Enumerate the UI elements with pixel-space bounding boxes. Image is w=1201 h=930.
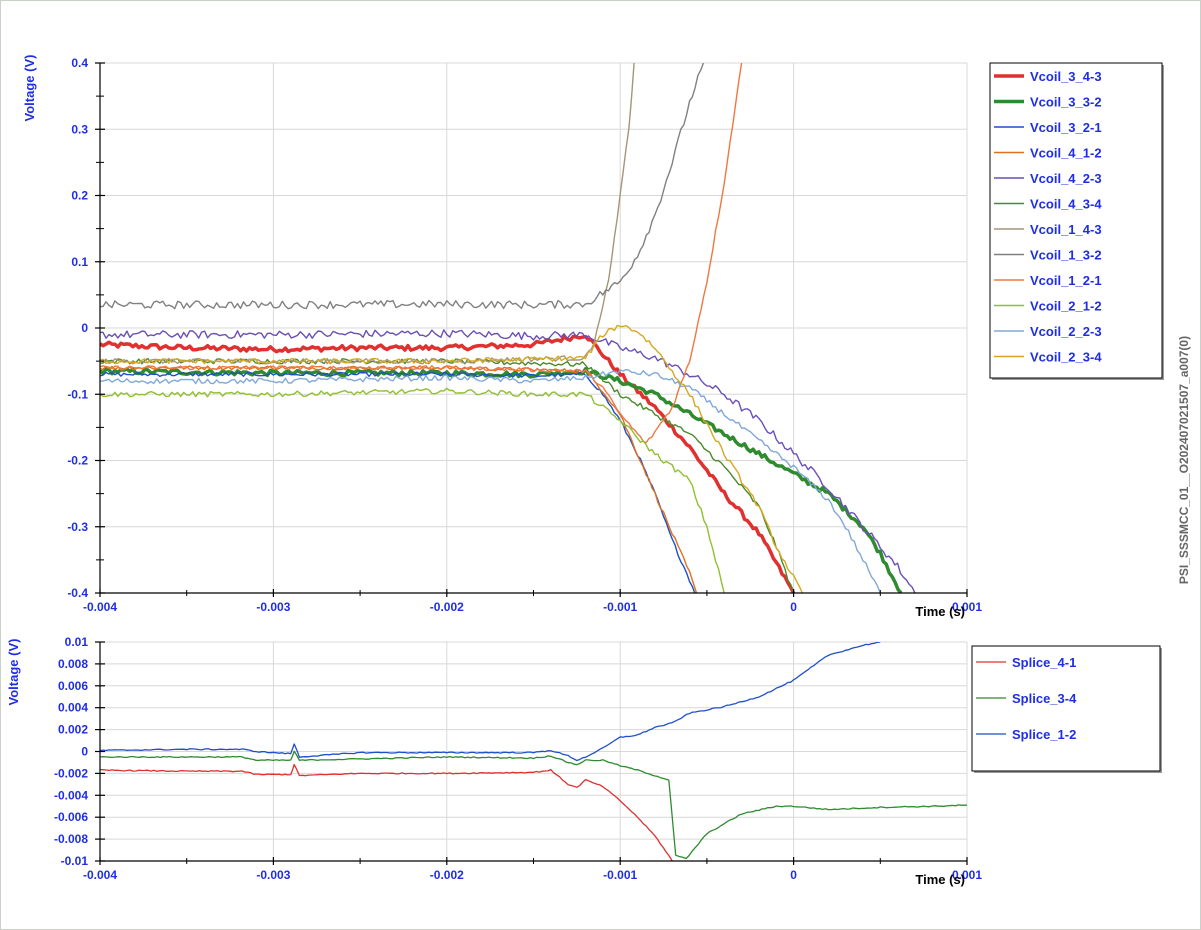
chart-1: 0.4 0.3 0.2 0.1 0 -0.1 -0.2 -0.3 -0.4-0.004 -0.00… <box>22 55 1164 619</box>
series-line-Vcoil_1_3-2 <box>100 63 705 310</box>
series-line-Splice_4-1 <box>100 763 673 861</box>
x-tick-label: -0.003 <box>256 600 290 614</box>
series-line-Vcoil_3_4-3 <box>100 334 796 593</box>
legend-entry: Vcoil_2_1-2 <box>1030 299 1102 314</box>
y-tick-label: -0.004 <box>54 788 88 802</box>
legend-entry: Vcoil_4_1-2 <box>1030 146 1102 161</box>
y-axis-label: Voltage (V) <box>6 639 21 706</box>
y-tick-label: -0.4 <box>67 586 88 600</box>
y-axis-label: Voltage (V) <box>22 55 37 122</box>
x-tick-label: 0 <box>790 600 797 614</box>
y-tick-label: -0.1 <box>67 387 88 401</box>
x-tick-label: -0.002 <box>430 868 464 882</box>
x-tick-label: -0.001 <box>603 868 637 882</box>
legend-box <box>989 62 1163 379</box>
y-tick-label: -0.3 <box>67 520 88 534</box>
legend-entry: Vcoil_1_4-3 <box>1030 222 1102 237</box>
legend-entry: Vcoil_3_4-3 <box>1030 69 1102 84</box>
legend-entry: Vcoil_3_2-1 <box>1030 120 1102 135</box>
x-tick-label: -0.004 <box>83 600 117 614</box>
legend-entry: Vcoil_1_2-1 <box>1030 273 1102 288</box>
chart-2: 0.010.0080.0060.0040.0020-0.002-0.004-0.… <box>6 635 1162 887</box>
legend-box <box>971 645 1161 772</box>
series-line-Vcoil_2_1-2 <box>100 387 725 593</box>
series-line-Vcoil_4_3-4 <box>100 357 795 593</box>
legend-entry: Splice_4-1 <box>1012 655 1076 670</box>
legend-entry: Vcoil_1_3-2 <box>1030 248 1102 263</box>
series-line-Vcoil_4_2-3 <box>100 329 916 593</box>
series-line-Vcoil_3_2-1 <box>100 371 696 593</box>
series-line-Splice_3-4 <box>100 750 967 860</box>
legend-entry: Vcoil_2_3-4 <box>1030 350 1102 365</box>
series-line-Vcoil_1_2-1 <box>100 63 743 444</box>
series-group <box>100 642 967 861</box>
x-tick-label: -0.003 <box>256 868 290 882</box>
y-tick-label: 0.002 <box>58 723 88 737</box>
y-tick-label: 0.004 <box>58 701 88 715</box>
x-tick-label: -0.002 <box>430 600 464 614</box>
x-axis-label: Time (s) <box>915 604 965 619</box>
legend-entry: Vcoil_2_2-3 <box>1030 324 1102 339</box>
series-group <box>100 63 916 593</box>
legend-entry: Splice_1-2 <box>1012 727 1076 742</box>
legend-entry: Vcoil_4_3-4 <box>1030 197 1102 212</box>
y-tick-label: 0.006 <box>58 679 88 693</box>
x-tick-label: -0.004 <box>83 868 117 882</box>
y-tick-label: 0 <box>81 745 88 759</box>
y-tick-label: 0.1 <box>71 255 88 269</box>
y-tick-label: 0.008 <box>58 657 88 671</box>
x-tick-label: 0 <box>790 868 797 882</box>
side-label: PSI_SSSMCC_01__O202407021507_a007(0) <box>1177 336 1191 584</box>
y-tick-label: -0.01 <box>61 854 89 868</box>
y-tick-label: -0.006 <box>54 810 88 824</box>
x-tick-label: 0.001 <box>952 868 982 882</box>
x-tick-label: 0.001 <box>952 600 982 614</box>
y-tick-label: 0.4 <box>71 56 88 70</box>
y-tick-label: 0.01 <box>65 635 89 649</box>
x-axis-label: Time (s) <box>915 872 965 887</box>
legend-entry: Vcoil_3_3-2 <box>1030 95 1102 110</box>
y-tick-label: 0 <box>81 321 88 335</box>
y-tick-label: 0.3 <box>71 122 88 136</box>
legend-entry: Vcoil_4_2-3 <box>1030 171 1102 186</box>
y-tick-label: -0.2 <box>67 454 88 468</box>
y-tick-label: 0.2 <box>71 189 88 203</box>
legend-entry: Splice_3-4 <box>1012 691 1077 706</box>
y-tick-label: -0.008 <box>54 832 88 846</box>
y-tick-label: -0.002 <box>54 766 88 780</box>
series-line-Vcoil_2_3-4 <box>100 324 803 593</box>
series-line-Vcoil_2_2-3 <box>100 368 881 593</box>
series-line-Splice_1-2 <box>100 642 881 762</box>
x-tick-label: -0.001 <box>603 600 637 614</box>
